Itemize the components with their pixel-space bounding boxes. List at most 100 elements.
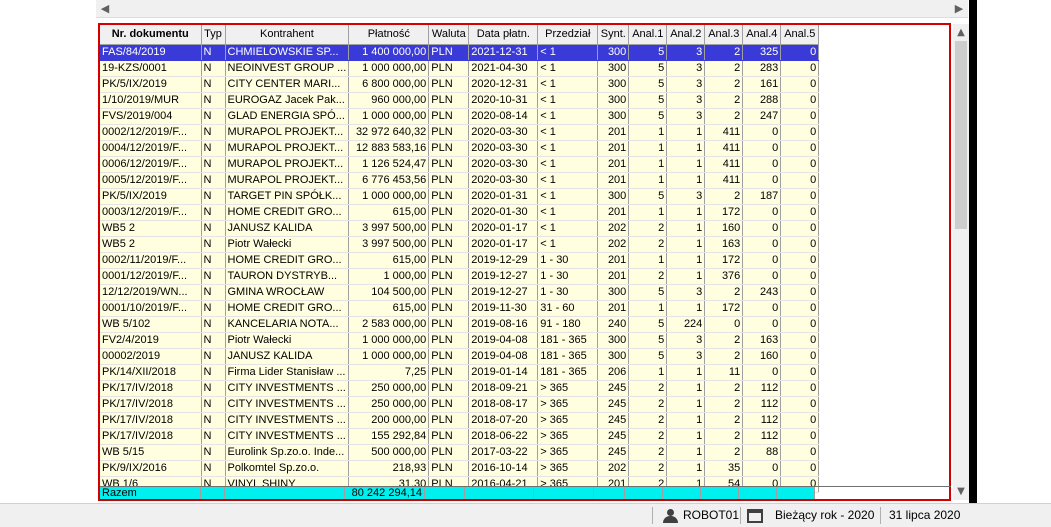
table-cell: 2	[704, 188, 744, 205]
table-cell: 3 997 500,00	[348, 236, 430, 253]
table-cell: 0	[742, 172, 782, 189]
table-row[interactable]: WB 5/102 N KANCELARIA NOTA... 2 583 000,00 P…	[100, 316, 820, 333]
table-cell: PK/17/IV/2018	[100, 412, 202, 429]
table-cell: 0	[780, 364, 820, 381]
table-cell: 1 000 000,00	[348, 60, 430, 77]
table-row[interactable]: PK/9/IX/2016 N Polkomtel Sp.zo.o. 218,93 PLN…	[100, 460, 820, 477]
table-cell: 1 400 000,00	[348, 44, 430, 61]
table-cell: < 1	[537, 188, 599, 205]
table-cell: 0	[742, 140, 782, 157]
table-cell: 88	[742, 444, 782, 461]
table-cell: N	[201, 316, 226, 333]
table-cell: 2019-12-27	[468, 284, 539, 301]
table-cell: 201	[597, 156, 630, 173]
table-row[interactable]: 1/10/2019/MUR N EUROGAZ Jacek Pak... 960 00…	[100, 92, 820, 109]
column-header[interactable]: Płatność	[348, 25, 430, 45]
table-row[interactable]: PK/17/IV/2018 N CITY INVESTMENTS ... 250 00…	[100, 396, 820, 413]
table-row[interactable]: 00002/2019 N JANUSZ KALIDA 1 000 000,00 PLN 2…	[100, 348, 820, 365]
table-row[interactable]: FVS/2019/004 N GLAD ENERGIA SPÓ... 1 000 00…	[100, 108, 820, 125]
table-cell: 960 000,00	[348, 92, 430, 109]
table-cell: 1	[666, 124, 706, 141]
table-cell: 201	[597, 300, 630, 317]
table-cell: WB5 2	[100, 220, 202, 237]
column-header[interactable]: Kontrahent	[225, 25, 350, 45]
scroll-up-arrow[interactable]: ▲	[957, 27, 965, 38]
horizontal-scrollbar[interactable]: ◀ ▶	[96, 0, 968, 18]
column-header[interactable]: Przedział	[537, 25, 599, 45]
table-cell: 1	[628, 140, 668, 157]
table-cell: PK/9/IX/2016	[100, 460, 202, 477]
table-cell: > 365	[537, 428, 599, 445]
table-cell: 1	[628, 156, 668, 173]
table-row[interactable]: WB5 2 N Piotr Wałecki 3 997 500,00 PLN 2020-0…	[100, 236, 820, 253]
table-cell: 2	[704, 396, 744, 413]
table-row[interactable]: 12/12/2019/WN... N GMINA WROCŁAW 104 500,00…	[100, 284, 820, 301]
table-cell: 3 997 500,00	[348, 220, 430, 237]
table-cell: 19-KZS/0001	[100, 60, 202, 77]
table-cell: < 1	[537, 172, 599, 189]
table-cell: 5	[628, 284, 668, 301]
table-row[interactable]: 19-KZS/0001 N NEOINVEST GROUP ... 1 000 000…	[100, 60, 820, 77]
table-row[interactable]: 0006/12/2019/F... N MURAPOL PROJEKT... 1 12…	[100, 156, 820, 173]
column-header[interactable]: Synt.	[597, 25, 630, 45]
table-cell: 283	[742, 60, 782, 77]
table-cell: 1	[628, 300, 668, 317]
table-cell: 161	[742, 76, 782, 93]
table-cell: 411	[704, 156, 744, 173]
table-cell: PLN	[428, 204, 470, 221]
table-cell: 5	[628, 76, 668, 93]
column-header[interactable]: Anal.4	[742, 25, 782, 45]
table-cell: 1	[666, 412, 706, 429]
total-row: Razem 80 242 294,14	[100, 486, 951, 499]
table-cell: 3	[666, 108, 706, 125]
column-header[interactable]: Anal.1	[628, 25, 668, 45]
table-cell: 0003/12/2019/F...	[100, 204, 202, 221]
scroll-thumb[interactable]	[955, 41, 967, 229]
column-header[interactable]: Waluta	[428, 25, 470, 45]
column-header[interactable]: Anal.5	[780, 25, 820, 45]
table-cell: PLN	[428, 124, 470, 141]
column-header[interactable]: Data płatn.	[468, 25, 539, 45]
table-cell: Polkomtel Sp.zo.o.	[225, 460, 350, 477]
scroll-left-arrow[interactable]: ◀	[100, 2, 110, 15]
column-header[interactable]: Typ	[201, 25, 226, 45]
column-header[interactable]: Nr. dokumentu	[100, 25, 202, 45]
table-row[interactable]: PK/17/IV/2018 N CITY INVESTMENTS ... 250 00…	[100, 380, 820, 397]
table-cell: MURAPOL PROJEKT...	[225, 124, 350, 141]
table-cell: 0001/10/2019/F...	[100, 300, 202, 317]
table-cell: 0	[780, 396, 820, 413]
table-row[interactable]: 0005/12/2019/F... N MURAPOL PROJEKT... 6 77…	[100, 172, 820, 189]
table-row[interactable]: WB 5/15 N Eurolink Sp.zo.o. Inde... 500 000…	[100, 444, 820, 461]
table-row[interactable]: PK/17/IV/2018 N CITY INVESTMENTS ... 155 29…	[100, 428, 820, 445]
table-cell: 1	[628, 252, 668, 269]
table-cell: 2	[704, 60, 744, 77]
table-cell: 2019-08-16	[468, 316, 539, 333]
table-cell: < 1	[537, 156, 599, 173]
column-header[interactable]: Anal.2	[666, 25, 706, 45]
table-row[interactable]: 0002/12/2019/F... N MURAPOL PROJEKT... 32 9…	[100, 124, 820, 141]
total-amount: 80 242 294,14	[345, 487, 425, 499]
table-row[interactable]: 0004/12/2019/F... N MURAPOL PROJEKT... 12 8…	[100, 140, 820, 157]
scroll-right-arrow[interactable]: ▶	[954, 2, 964, 15]
table-row[interactable]: 0002/11/2019/F... N HOME CREDIT GRO... 615,…	[100, 252, 820, 269]
table-cell: 300	[597, 44, 630, 61]
table-row[interactable]: 0001/10/2019/F... N HOME CREDIT GRO... 615,…	[100, 300, 820, 317]
status-period[interactable]: Bieżący rok - 2020	[775, 508, 875, 522]
table-cell: N	[201, 380, 226, 397]
table-row[interactable]: FAS/84/2019 N CHMIELOWSKIE SP... 1 400 000,…	[100, 44, 820, 61]
table-row[interactable]: 0001/12/2019/F... N TAURON DYSTRYB... 1 000…	[100, 268, 820, 285]
table-cell: 2	[628, 412, 668, 429]
table-cell: 0	[780, 236, 820, 253]
table-row[interactable]: PK/5/IX/2019 N CITY CENTER MARI... 6 800 00…	[100, 76, 820, 93]
column-header[interactable]: Anal.3	[704, 25, 744, 45]
table-row[interactable]: PK/5/IX/2019 N TARGET PIN SPÓŁK... 1 000 00…	[100, 188, 820, 205]
table-row[interactable]: 0003/12/2019/F... N HOME CREDIT GRO... 615,…	[100, 204, 820, 221]
table-row[interactable]: PK/17/IV/2018 N CITY INVESTMENTS ... 200 00…	[100, 412, 820, 429]
scroll-down-arrow[interactable]: ▼	[957, 486, 965, 497]
vertical-scrollbar[interactable]: ▲ ▼	[953, 24, 969, 500]
table-row[interactable]: PK/14/XII/2018 N Firma Lider Stanisław ...…	[100, 364, 820, 381]
table-cell: N	[201, 268, 226, 285]
table-cell: 5	[628, 188, 668, 205]
table-row[interactable]: WB5 2 N JANUSZ KALIDA 3 997 500,00 PLN 2020-0…	[100, 220, 820, 237]
table-row[interactable]: FV2/4/2019 N Piotr Wałecki 1 000 000,00 PLN 2…	[100, 332, 820, 349]
